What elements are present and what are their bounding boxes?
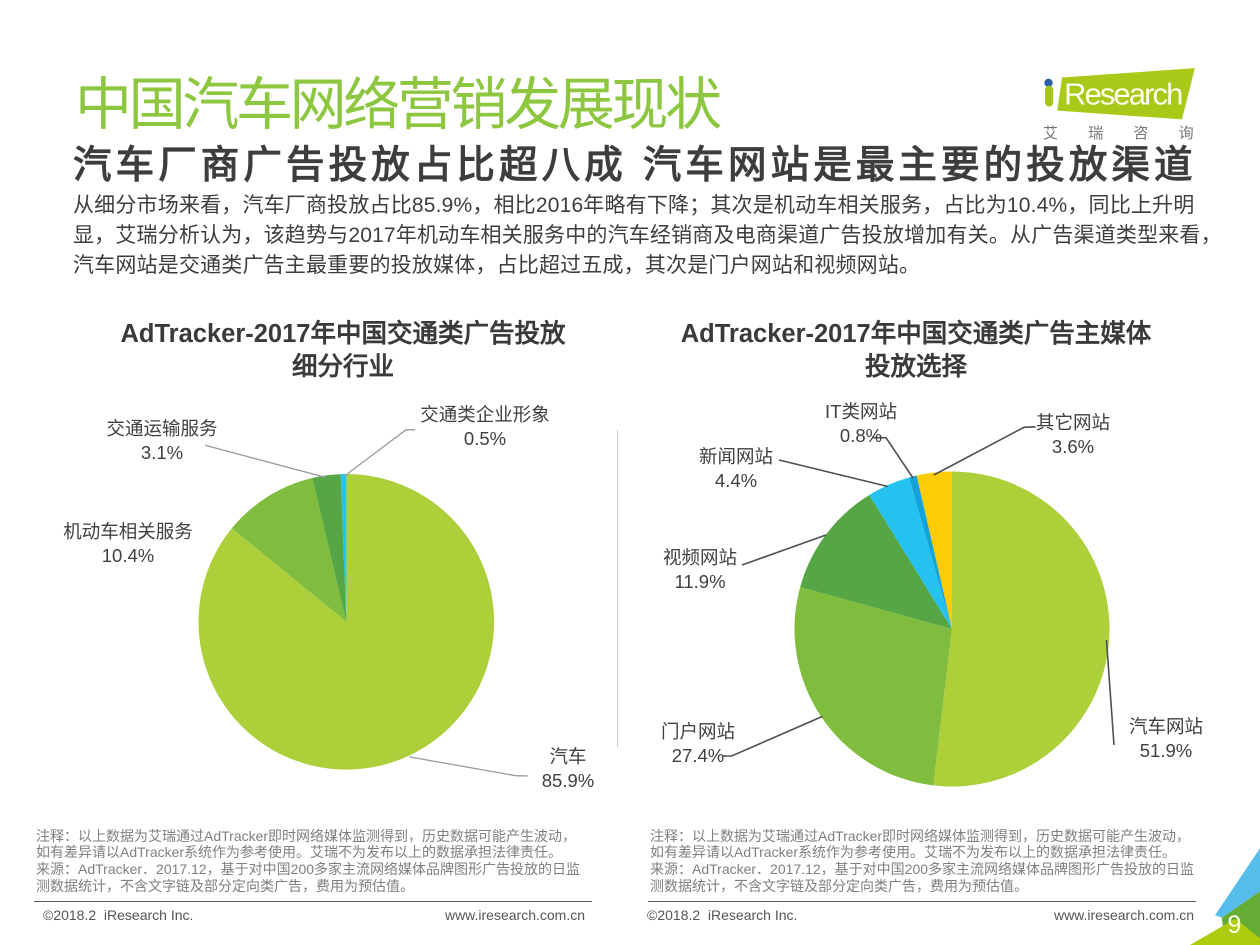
- svg-text:艾瑞咨询: 艾瑞咨询: [1043, 125, 1205, 142]
- svg-text:Research: Research: [1064, 77, 1182, 112]
- svg-text:9: 9: [1228, 911, 1242, 939]
